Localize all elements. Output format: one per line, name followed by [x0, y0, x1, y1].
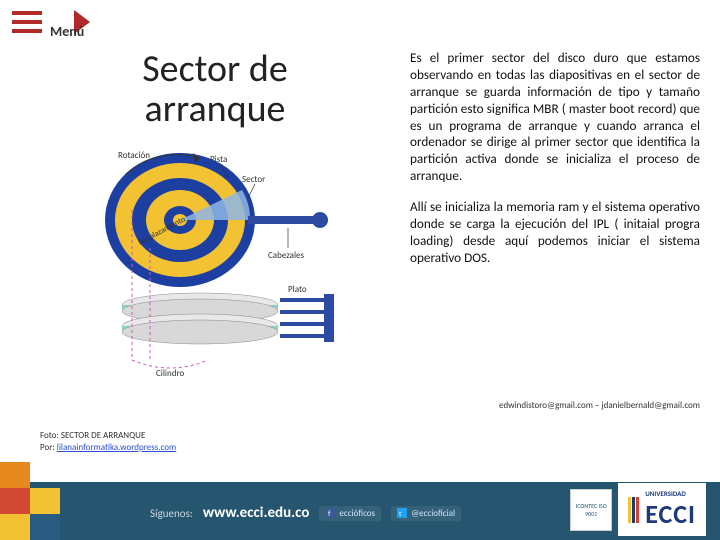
email-credits: edwindistoro@gmail.com – jdanielbernald@…: [499, 400, 700, 411]
menu-bar: Menú: [0, 10, 90, 34]
slide-title: Sector de arranque: [100, 50, 330, 130]
logo-text: ECCI: [645, 498, 696, 530]
title-line: arranque: [145, 86, 286, 132]
facebook-icon: f: [325, 508, 335, 518]
hamburger-icon[interactable]: [12, 11, 42, 33]
label-rotacion: Rotación: [118, 150, 150, 161]
ecci-logo: UNIVERSIDAD ECCI: [618, 483, 706, 536]
photo-credit-label: Foto: SECTOR DE ARRANQUE: [40, 430, 176, 442]
label-plato: Plato: [288, 284, 307, 295]
paragraph: Es el primer sector del disco duro que e…: [410, 50, 700, 185]
footer-text: Síguenos: www.ecci.edu.co f eccióficos t…: [150, 504, 461, 522]
label-pista: Pista: [210, 154, 227, 165]
disk-diagram: Rotación Pista Sector Desplazamiento Cab…: [70, 150, 350, 380]
logo-subtext: UNIVERSIDAD: [645, 489, 696, 498]
label-sector: Sector: [242, 174, 265, 185]
footer-decoration-icon: [0, 462, 90, 540]
label-cilindro: Cilindro: [156, 368, 184, 379]
menu-label: Menú: [50, 23, 84, 40]
photo-credit-link[interactable]: lilanainformatika.wordpress.com: [57, 442, 176, 453]
label-cabezales: Cabezales: [268, 250, 304, 261]
footer-logo-area: ICONTEC ISO 9001 UNIVERSIDAD ECCI: [570, 483, 706, 536]
footer-url[interactable]: www.ecci.edu.co: [203, 504, 310, 522]
paragraph: Allí se inicializa la memoria ram y el s…: [410, 199, 700, 267]
facebook-badge[interactable]: f eccióficos: [319, 506, 381, 521]
photo-credit: Foto: SECTOR DE ARRANQUE Por: lilanainfo…: [40, 430, 176, 453]
footer-follow: Síguenos:: [150, 507, 193, 520]
iso-badge: ICONTEC ISO 9001: [570, 489, 612, 531]
body-text: Es el primer sector del disco duro que e…: [410, 50, 700, 281]
twitter-icon: t: [397, 508, 407, 518]
logo-stripes-icon: [628, 497, 639, 523]
photo-credit-by: Por:: [40, 442, 57, 453]
twitter-badge[interactable]: t @eccioficial: [391, 506, 461, 521]
footer: Síguenos: www.ecci.edu.co f eccióficos t…: [0, 482, 720, 540]
